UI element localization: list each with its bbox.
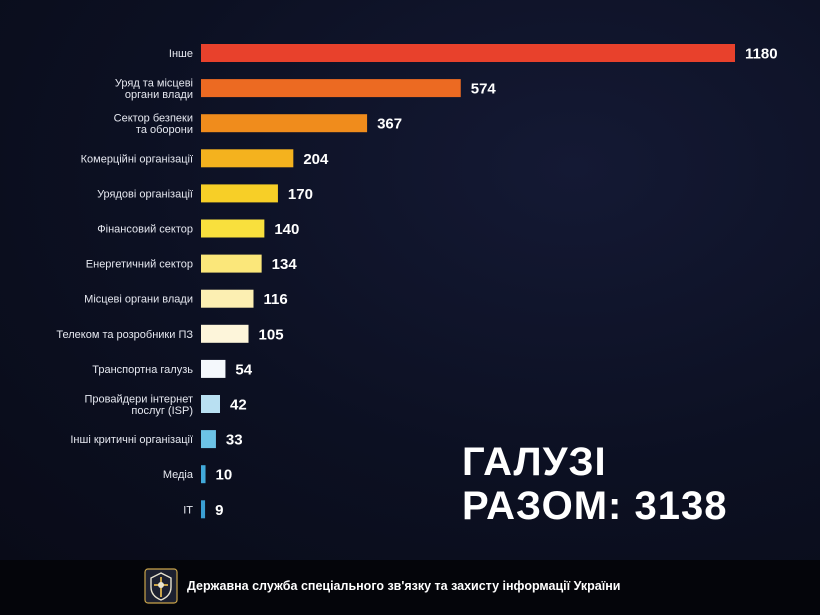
value-label-3: 204 <box>303 151 329 168</box>
value-label-1: 574 <box>471 81 497 98</box>
emblem-icon <box>144 568 178 604</box>
bar-3 <box>201 149 294 168</box>
bar-12 <box>201 465 206 484</box>
value-label-9: 54 <box>235 361 252 378</box>
category-label-0: Інше <box>169 48 193 60</box>
value-label-11: 33 <box>226 432 243 449</box>
value-label-5: 140 <box>274 221 299 238</box>
bar-0 <box>201 44 735 62</box>
category-label-4: Урядові організації <box>97 188 193 200</box>
bar-11 <box>201 430 216 449</box>
total-label: ГАЛУЗІ РАЗОМ: 3138 <box>462 440 727 528</box>
bar-5 <box>201 219 265 238</box>
value-label-10: 42 <box>230 397 247 414</box>
bar-13 <box>201 500 206 519</box>
footer: Державна служба спеціального зв'язку та … <box>0 560 820 615</box>
bar-6 <box>201 254 262 273</box>
category-label-11: Інші критичні організації <box>70 434 193 446</box>
value-label-2: 367 <box>377 116 402 133</box>
bar-9 <box>201 359 226 378</box>
category-label-3: Комерційні організації <box>81 153 193 165</box>
value-label-6: 134 <box>272 256 298 273</box>
bar-8 <box>201 324 249 343</box>
category-label-2: Сектор безпеки та оборони <box>114 112 193 136</box>
value-label-12: 10 <box>216 467 233 484</box>
bar-1 <box>201 79 461 98</box>
category-label-9: Транспортна галузь <box>92 364 193 376</box>
category-label-8: Телеком та розробники ПЗ <box>56 329 193 341</box>
chart-area: Інше 1180 Уряд та місцеві органи влади 574 Се… <box>0 0 820 560</box>
category-label-10: Провайдери інтернет послуг (ISP) <box>84 393 193 417</box>
bar-4 <box>201 184 278 203</box>
category-label-1: Уряд та місцеві органи влади <box>115 77 193 101</box>
value-label-4: 170 <box>288 186 313 203</box>
total-line-1: ГАЛУЗІ <box>462 440 607 484</box>
category-label-7: Місцеві органи влади <box>84 294 193 306</box>
value-label-7: 116 <box>263 291 287 308</box>
category-label-12: Медіа <box>163 469 194 481</box>
bar-chart: Інше 1180 Уряд та місцеві органи влади 574 Се… <box>56 44 778 519</box>
bar-2 <box>201 114 368 133</box>
total-line-2: РАЗОМ: 3138 <box>462 484 728 528</box>
organization-name: Державна служба спеціального зв'язку та … <box>187 579 621 593</box>
category-label-13: IT <box>183 504 193 516</box>
value-label-13: 9 <box>215 502 223 519</box>
bar-7 <box>201 289 254 308</box>
category-label-6: Енергетичний сектор <box>86 259 193 271</box>
value-label-8: 105 <box>259 326 284 343</box>
bar-10 <box>201 395 221 413</box>
value-label-0: 1180 <box>745 46 778 63</box>
category-label-5: Фінансовий сектор <box>97 224 193 236</box>
